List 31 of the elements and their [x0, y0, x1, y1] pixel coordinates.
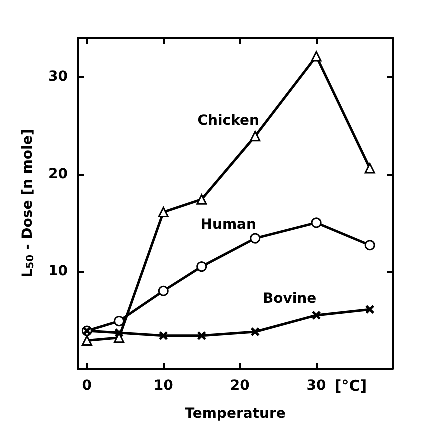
point — [311, 218, 322, 228]
point — [196, 262, 208, 272]
x-tick-label: 20 — [230, 378, 250, 394]
text: [°C] — [334, 377, 368, 395]
series-label: Bovine — [262, 290, 317, 307]
x-tick-label: 10 — [154, 378, 174, 394]
point — [158, 331, 168, 341]
point — [365, 304, 375, 314]
point — [364, 163, 376, 174]
series-label: Chicken — [198, 112, 260, 129]
point — [114, 316, 125, 327]
point — [158, 207, 169, 218]
point — [197, 331, 207, 341]
point — [364, 240, 376, 251]
x-tick-label: 0 — [82, 378, 92, 394]
series-label: Human — [200, 216, 256, 233]
y-tick-label: 30 — [48, 68, 68, 85]
point — [82, 336, 92, 346]
y-tick-label: 20 — [48, 166, 68, 182]
point — [158, 286, 169, 296]
point — [311, 51, 322, 62]
point — [196, 194, 208, 205]
point — [250, 131, 261, 142]
x-axis-title: Temperature — [185, 406, 286, 422]
point — [250, 327, 260, 337]
x-tick-label: 30 — [306, 378, 327, 394]
point — [250, 233, 261, 244]
y-tick-label: 10 — [48, 264, 68, 280]
point — [312, 310, 322, 320]
y-axis-title: L50 - Dose [n mole] — [20, 129, 36, 278]
point — [114, 328, 124, 338]
